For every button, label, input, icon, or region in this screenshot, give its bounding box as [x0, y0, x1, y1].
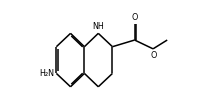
- Text: H₂N: H₂N: [40, 69, 55, 78]
- Text: NH: NH: [92, 23, 104, 32]
- Text: O: O: [150, 51, 157, 60]
- Text: O: O: [131, 13, 138, 22]
